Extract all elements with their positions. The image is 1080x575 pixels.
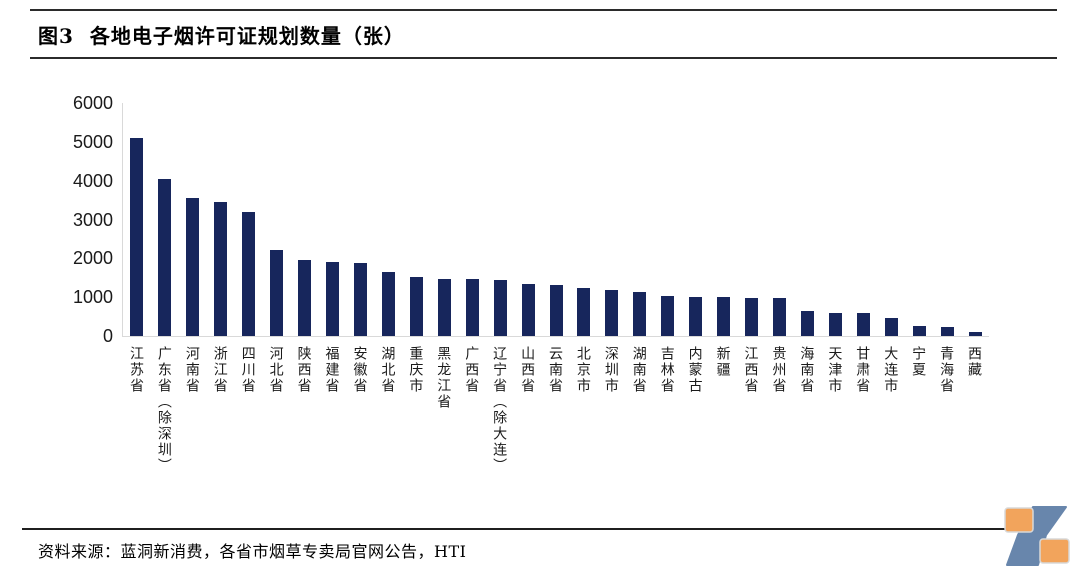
figure-title: 图3 各地电子烟许可证规划数量（张） (38, 24, 405, 48)
bar (242, 211, 256, 336)
x-tick-label: 新疆 (714, 346, 731, 378)
x-tick-label: 海南省 (798, 346, 815, 394)
x-tick-label: 天津市 (826, 346, 843, 394)
hti-logo-graphic (1004, 506, 1070, 566)
bar (214, 202, 228, 336)
bar (130, 137, 144, 336)
x-tick-label: 山西省 (519, 346, 536, 394)
x-tick-label: 广东省（除深圳） (155, 346, 172, 474)
bar (856, 313, 870, 336)
x-tick-label: 广西省 (463, 346, 480, 394)
footer-divider (22, 528, 1012, 530)
bar (940, 327, 954, 336)
bar (633, 291, 647, 336)
bar (689, 296, 703, 336)
x-tick-label: 黑龙江省 (435, 346, 452, 410)
x-tick-label: 四川省 (239, 346, 256, 394)
bar (828, 313, 842, 336)
bar (800, 311, 814, 336)
x-tick-label: 陕西省 (295, 346, 312, 394)
x-tick-label: 湖北省 (379, 346, 396, 394)
bar (745, 297, 759, 336)
bar (437, 278, 451, 336)
x-tick-label: 重庆市 (407, 346, 424, 394)
x-tick-label: 宁夏 (910, 346, 927, 378)
bar (493, 280, 507, 336)
bar (298, 259, 312, 336)
bar (661, 295, 675, 336)
bar (381, 271, 395, 336)
bar (549, 285, 563, 336)
x-tick-label: 江西省 (742, 346, 759, 394)
x-tick-label: 云南省 (547, 346, 563, 394)
x-tick-label: 深圳市 (602, 346, 619, 394)
x-tick-label: 甘肃省 (854, 346, 871, 394)
bar (912, 325, 926, 336)
bar (186, 198, 200, 336)
x-tick-label: 北京市 (574, 346, 591, 394)
x-tick-label: 内蒙古 (686, 346, 703, 394)
bar (158, 178, 172, 336)
bar (326, 261, 340, 336)
bar (577, 288, 591, 336)
bar (968, 331, 982, 336)
bar (772, 297, 786, 336)
logo-orange-square-top (1004, 507, 1034, 533)
bar (409, 276, 423, 336)
x-tick-label: 湖南省 (630, 346, 647, 394)
x-tick-label: 西藏 (966, 346, 983, 378)
x-tick-label: 河北省 (267, 346, 284, 394)
source-note: 资料来源：蓝洞新消费，各省市烟草专卖局官网公告，HTI (38, 542, 467, 561)
bar (605, 289, 619, 336)
x-tick-label: 浙江省 (211, 346, 228, 394)
bar (717, 297, 731, 336)
bar (521, 283, 535, 336)
x-tick-label: 吉林省 (658, 346, 675, 394)
logo-blue-z-shape (1006, 506, 1067, 566)
x-tick-label: 青海省 (938, 346, 955, 394)
x-tick-label: 福建省 (323, 346, 340, 394)
logo-orange-square-bottom (1039, 538, 1070, 564)
bar (465, 278, 479, 336)
title-divider (30, 57, 1057, 59)
x-tick-label: 安徽省 (351, 346, 368, 394)
bar (884, 318, 898, 336)
x-tick-label: 贵州省 (770, 346, 787, 394)
x-tick-label: 辽宁省（除大连） (491, 346, 508, 474)
hti-logo (999, 502, 1077, 568)
bar (270, 249, 284, 336)
bar (353, 262, 367, 336)
x-tick-label: 大连市 (882, 346, 899, 394)
plot-area (122, 103, 989, 337)
x-tick-label: 河南省 (183, 346, 200, 394)
x-tick-label: 江苏省 (127, 346, 144, 394)
top-divider (30, 9, 1057, 11)
